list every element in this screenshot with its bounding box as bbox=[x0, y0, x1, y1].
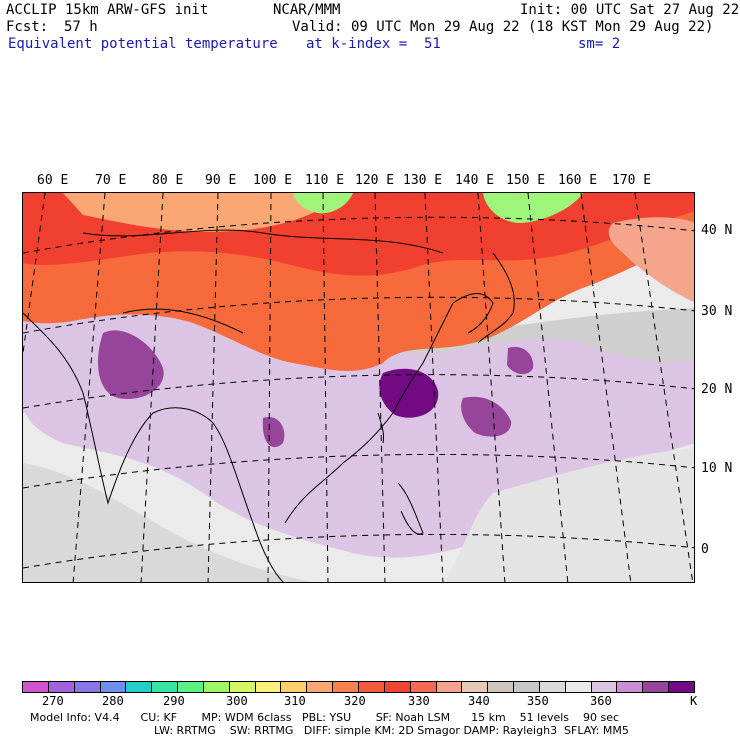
colorbar-tick-290: 290 bbox=[163, 694, 185, 708]
colorbar-tick-300: 300 bbox=[226, 694, 248, 708]
colorbar-swatch bbox=[462, 682, 489, 692]
colorbar-swatch bbox=[74, 682, 101, 692]
center-label: NCAR/MMM bbox=[273, 2, 341, 18]
colorbar-swatch bbox=[48, 682, 75, 692]
lon-label-130e: 130 E bbox=[403, 173, 443, 188]
colorbar-tick-340: 340 bbox=[468, 694, 490, 708]
colorbar-swatch bbox=[23, 682, 49, 692]
model-info-line1: Model Info: V4.4 CU: KF MP: WDM 6class P… bbox=[30, 711, 620, 724]
green-patch-east-field bbox=[483, 193, 583, 223]
green-patch-field bbox=[293, 193, 353, 214]
model-title: ACCLIP 15km ARW-GFS init bbox=[6, 2, 209, 18]
graticule-latitude bbox=[23, 216, 694, 569]
colorbar-swatch bbox=[384, 682, 411, 692]
colorbar-swatch bbox=[410, 682, 437, 692]
colorbar-tick-270: 270 bbox=[42, 694, 64, 708]
colorbar-tick-320: 320 bbox=[344, 694, 366, 708]
colorbar-swatch bbox=[669, 682, 694, 692]
lon-label-140e: 140 E bbox=[455, 173, 495, 188]
colorbar-swatch bbox=[333, 682, 359, 692]
colorbar-tick-330: 330 bbox=[408, 694, 430, 708]
lat-label-10n: 10 N bbox=[701, 461, 733, 476]
colorbar-swatch bbox=[488, 682, 515, 692]
lon-label-120e: 120 E bbox=[355, 173, 395, 188]
colorbar-swatch bbox=[152, 682, 179, 692]
lat-label-0: 0 bbox=[701, 542, 709, 557]
colorbar-swatch bbox=[514, 682, 540, 692]
colorbar-swatch bbox=[281, 682, 308, 692]
lat-label-30n: 30 N bbox=[701, 304, 733, 319]
forecast-hours: 57 h bbox=[64, 19, 98, 35]
colorbar-swatch bbox=[126, 682, 153, 692]
level-label: at k-index = 51 bbox=[306, 36, 441, 52]
colorbar-swatch bbox=[307, 682, 334, 692]
smoothing-label: sm= 2 bbox=[578, 36, 621, 52]
field-name: Equivalent potential temperature bbox=[8, 36, 278, 52]
colorbar-tick-350: 350 bbox=[527, 694, 549, 708]
colorbar-swatch bbox=[178, 682, 204, 692]
lon-label-80e: 80 E bbox=[152, 173, 184, 188]
lon-label-150e: 150 E bbox=[506, 173, 546, 188]
lon-label-100e: 100 E bbox=[253, 173, 293, 188]
purple-core-pacific bbox=[461, 396, 512, 437]
colorbar bbox=[22, 681, 695, 693]
colorbar-swatch bbox=[539, 682, 566, 692]
purple-core-indochina bbox=[262, 417, 285, 448]
light-orange-field bbox=[63, 193, 343, 232]
purple-core-east bbox=[507, 346, 534, 375]
lat-label-20n: 20 N bbox=[701, 382, 733, 397]
map-panel bbox=[22, 192, 695, 583]
lon-label-60e: 60 E bbox=[37, 173, 69, 188]
lon-label-160e: 160 E bbox=[558, 173, 598, 188]
lat-label-40n: 40 N bbox=[701, 223, 733, 238]
colorbar-swatch bbox=[358, 682, 385, 692]
model-info-line2: LW: RRTMG SW: RRTMG DIFF: simple KM: 2D … bbox=[154, 724, 629, 737]
colorbar-swatch bbox=[203, 682, 230, 692]
forecast-label: Fcst: bbox=[6, 19, 49, 35]
lon-label-70e: 70 E bbox=[95, 173, 127, 188]
graticule-longitude bbox=[23, 193, 694, 582]
salmon-swirl-field bbox=[608, 217, 694, 303]
colorbar-tick-280: 280 bbox=[102, 694, 124, 708]
colorbar-swatch bbox=[617, 682, 644, 692]
colorbar-swatch bbox=[255, 682, 282, 692]
colorbar-swatch bbox=[229, 682, 256, 692]
coastlines bbox=[23, 229, 515, 582]
colorbar-swatch bbox=[565, 682, 592, 692]
pacific-grey-field bbox=[444, 448, 694, 582]
colorbar-tick-310: 310 bbox=[284, 694, 306, 708]
init-time: Init: 00 UTC Sat 27 Aug 22 bbox=[520, 2, 740, 18]
lon-label-110e: 110 E bbox=[305, 173, 345, 188]
purple-core-taiwan bbox=[379, 368, 439, 418]
colorbar-swatch bbox=[100, 682, 127, 692]
lon-label-90e: 90 E bbox=[205, 173, 237, 188]
purple-core-india bbox=[98, 330, 164, 399]
colorbar-swatch bbox=[643, 682, 670, 692]
lon-label-170e: 170 E bbox=[612, 173, 652, 188]
colorbar-tick-360: 360 bbox=[590, 694, 612, 708]
colorbar-swatch bbox=[436, 682, 463, 692]
valid-time: Valid: 09 UTC Mon 29 Aug 22 (18 KST Mon … bbox=[292, 19, 714, 35]
colorbar-unit: K bbox=[690, 694, 698, 708]
south-grey-field bbox=[23, 463, 313, 582]
colorbar-swatch bbox=[591, 682, 618, 692]
map-canvas bbox=[23, 193, 694, 582]
